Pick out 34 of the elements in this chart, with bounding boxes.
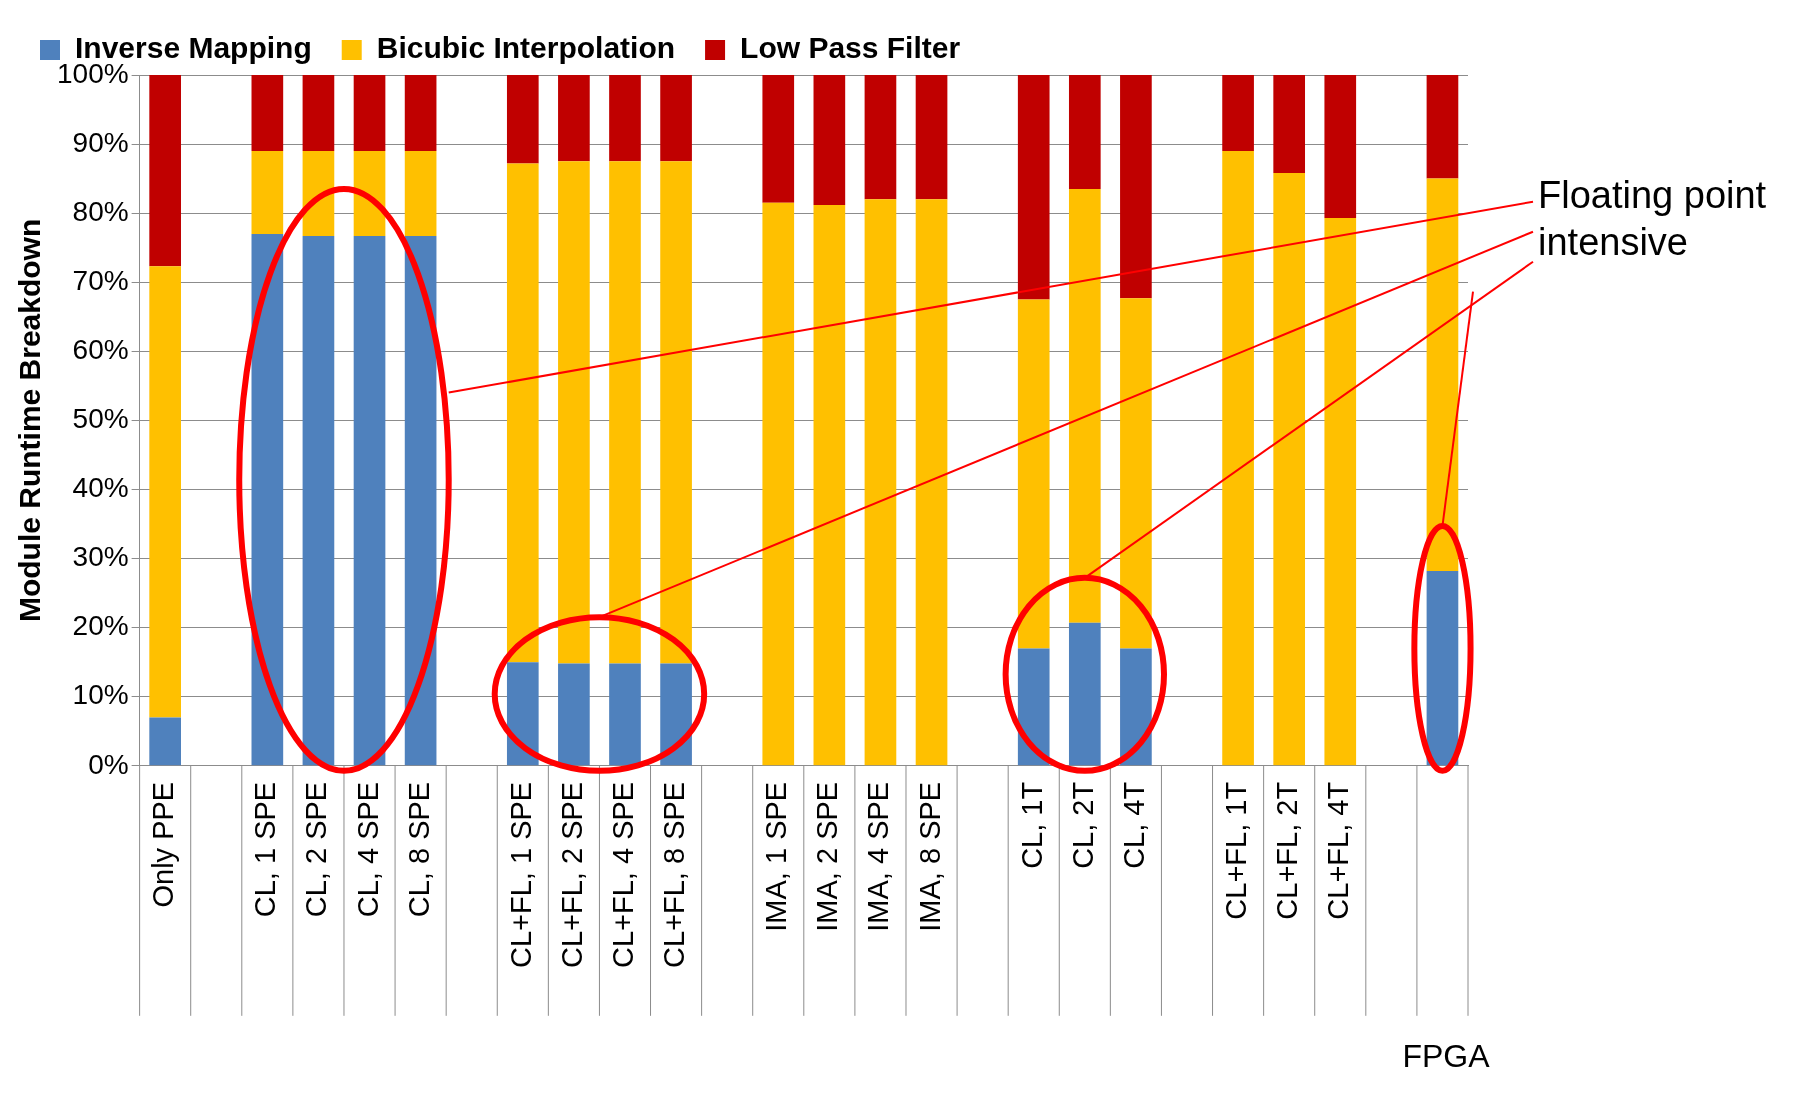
y-tick-label: 70% <box>72 264 129 296</box>
x-tick-label: CL+FL, 4T <box>1322 781 1355 920</box>
x-tick-label: Only PPE <box>147 781 180 908</box>
legend-label: Bicubic Interpolation <box>376 31 676 65</box>
y-tick-label: 90% <box>72 126 129 158</box>
x-tick-label: CL+FL, 4 SPE <box>606 781 639 969</box>
x-tick-label: CL, 2T <box>1066 781 1099 869</box>
x-tick-label: CL, 1 SPE <box>249 781 282 918</box>
x-tick-label: IMA, 4 SPE <box>862 781 895 932</box>
y-tick-label: 50% <box>72 403 129 435</box>
x-tick-label: CL+FL, 2T <box>1271 781 1304 920</box>
y-axis-title: Module Runtime Breakdown <box>13 218 47 623</box>
x-tick-label: CL+FL, 1T <box>1220 781 1253 920</box>
y-tick-label: 30% <box>72 541 129 573</box>
y-tick-label: 0% <box>88 748 129 780</box>
y-tick-label: 20% <box>72 610 129 642</box>
y-tick-label: 80% <box>72 195 129 227</box>
x-tick-label: IMA, 8 SPE <box>913 781 946 932</box>
text: FPGA <box>1402 1036 1490 1076</box>
text: Floating point intensive <box>1538 172 1768 266</box>
x-tick-label: IMA, 1 SPE <box>760 781 793 932</box>
x-tick-label: CL, 1T <box>1015 781 1048 869</box>
y-tick-label: 10% <box>72 679 129 711</box>
x-tick-label: CL, 4T <box>1117 781 1150 869</box>
x-tick-label: CL, 2 SPE <box>300 781 333 918</box>
x-tick-label: IMA, 2 SPE <box>811 781 844 932</box>
y-tick-label: 60% <box>72 334 129 366</box>
y-tick-label: 40% <box>72 472 129 504</box>
x-tick-label: CL, 8 SPE <box>402 781 435 918</box>
x-tick-label: CL+FL, 8 SPE <box>658 781 691 969</box>
x-tick-label: CL+FL, 2 SPE <box>555 781 588 969</box>
x-tick-label: CL, 4 SPE <box>351 781 384 918</box>
x-tick-label: CL+FL, 1 SPE <box>504 781 537 969</box>
legend-label: Low Pass Filter <box>740 31 961 65</box>
